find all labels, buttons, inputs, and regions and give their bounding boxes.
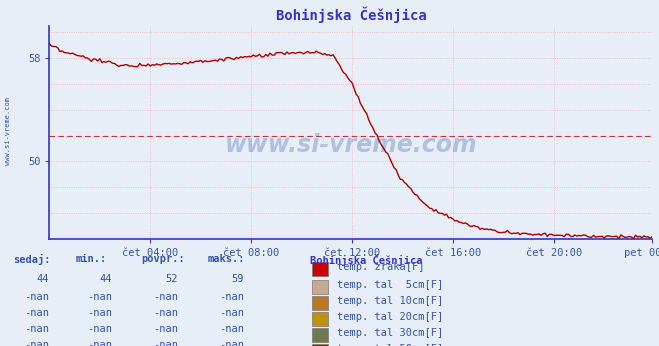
- Text: 59: 59: [231, 274, 244, 284]
- Text: -nan: -nan: [24, 292, 49, 302]
- Text: -nan: -nan: [153, 308, 178, 318]
- Text: -nan: -nan: [219, 324, 244, 334]
- Text: www.si-vreme.com: www.si-vreme.com: [225, 133, 477, 157]
- Text: -nan: -nan: [24, 324, 49, 334]
- Text: -nan: -nan: [219, 308, 244, 318]
- Text: povpr.:: povpr.:: [142, 254, 185, 264]
- Text: -nan: -nan: [153, 292, 178, 302]
- Text: -nan: -nan: [87, 324, 112, 334]
- Text: -nan: -nan: [153, 340, 178, 346]
- Text: -nan: -nan: [87, 308, 112, 318]
- Text: sedaj:: sedaj:: [13, 254, 51, 265]
- FancyBboxPatch shape: [312, 280, 328, 294]
- Text: www.si-vreme.com: www.si-vreme.com: [5, 98, 11, 165]
- Text: 52: 52: [165, 274, 178, 284]
- FancyBboxPatch shape: [312, 262, 328, 276]
- Text: temp. tal 30cm[F]: temp. tal 30cm[F]: [337, 328, 443, 338]
- Text: min.:: min.:: [76, 254, 107, 264]
- Text: temp. zraka[F]: temp. zraka[F]: [337, 262, 424, 272]
- Text: -nan: -nan: [153, 324, 178, 334]
- Text: -nan: -nan: [24, 308, 49, 318]
- FancyBboxPatch shape: [312, 328, 328, 342]
- Text: temp. tal 10cm[F]: temp. tal 10cm[F]: [337, 296, 443, 306]
- FancyBboxPatch shape: [312, 344, 328, 346]
- Text: -nan: -nan: [219, 340, 244, 346]
- Text: temp. tal 50cm[F]: temp. tal 50cm[F]: [337, 344, 443, 346]
- FancyBboxPatch shape: [312, 312, 328, 326]
- Title: Bohinjska Češnjica: Bohinjska Češnjica: [275, 7, 426, 24]
- Text: temp. tal 20cm[F]: temp. tal 20cm[F]: [337, 312, 443, 322]
- Text: -nan: -nan: [87, 340, 112, 346]
- Text: temp. tal  5cm[F]: temp. tal 5cm[F]: [337, 280, 443, 290]
- Text: Bohinjska Češnjica: Bohinjska Češnjica: [310, 254, 422, 266]
- Text: maks.:: maks.:: [208, 254, 245, 264]
- Text: 44: 44: [37, 274, 49, 284]
- Text: -nan: -nan: [24, 340, 49, 346]
- Text: 44: 44: [100, 274, 112, 284]
- FancyBboxPatch shape: [312, 296, 328, 310]
- Text: -nan: -nan: [219, 292, 244, 302]
- Text: -nan: -nan: [87, 292, 112, 302]
